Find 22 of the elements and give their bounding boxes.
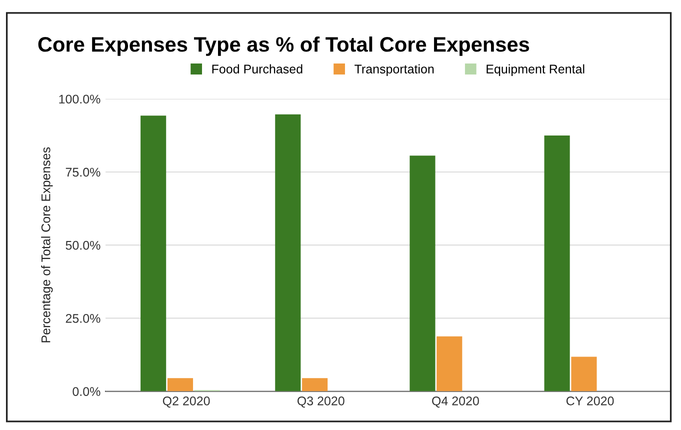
bar <box>167 378 194 392</box>
bar <box>302 378 328 392</box>
x-tick-label: Q2 2020 <box>162 396 210 408</box>
x-tick-label: CY 2020 <box>566 396 614 406</box>
x-tick-label: Q3 2020 <box>297 396 344 408</box>
y-tick-label: 75.0% <box>66 168 100 177</box>
y-axis-title: Percentage of Total Core Expenses <box>41 147 53 342</box>
x-tick-label: Q4 2020 <box>432 396 479 408</box>
legend-label: Transportation <box>354 64 434 76</box>
legend-label: Equipment Rental <box>486 64 584 76</box>
y-tick-label: 50.0% <box>66 240 100 250</box>
y-tick-label: 0.0% <box>72 387 100 396</box>
bar <box>544 135 570 392</box>
y-tick-label: 100.0% <box>59 94 100 104</box>
bar <box>275 114 301 392</box>
legend-label: Food Purchased <box>212 64 302 74</box>
bar <box>571 356 597 392</box>
bar <box>410 156 436 392</box>
bar <box>436 336 462 392</box>
bar <box>140 116 166 392</box>
y-tick-label: 25.0% <box>66 314 100 323</box>
chart-title: Core Expenses Type as % of Total Core Expenses <box>38 36 530 56</box>
